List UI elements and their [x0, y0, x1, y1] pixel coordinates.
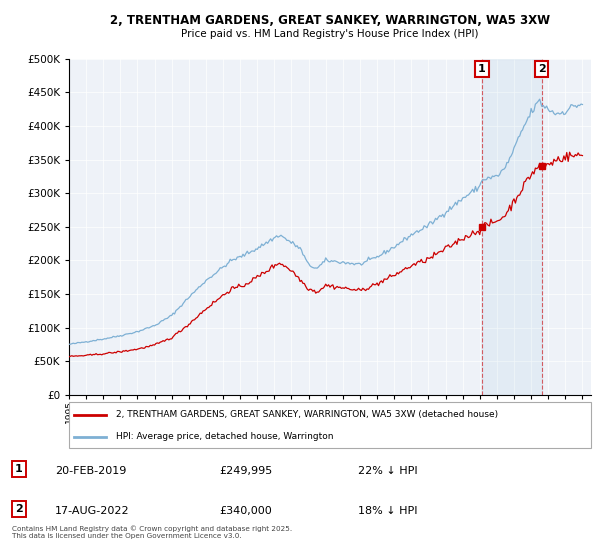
- Bar: [482, 59, 542, 395]
- Text: 17-AUG-2022: 17-AUG-2022: [55, 506, 130, 516]
- Text: 1: 1: [478, 64, 486, 74]
- Text: 20-FEB-2019: 20-FEB-2019: [55, 466, 127, 476]
- Text: 1: 1: [15, 464, 23, 474]
- Text: £249,995: £249,995: [220, 466, 272, 476]
- Text: £340,000: £340,000: [220, 506, 272, 516]
- Text: Contains HM Land Registry data © Crown copyright and database right 2025.
This d: Contains HM Land Registry data © Crown c…: [12, 525, 292, 539]
- Text: 2, TRENTHAM GARDENS, GREAT SANKEY, WARRINGTON, WA5 3XW (detached house): 2, TRENTHAM GARDENS, GREAT SANKEY, WARRI…: [116, 410, 498, 419]
- Text: 22% ↓ HPI: 22% ↓ HPI: [358, 466, 417, 476]
- Text: 2: 2: [15, 504, 23, 514]
- Text: Price paid vs. HM Land Registry's House Price Index (HPI): Price paid vs. HM Land Registry's House …: [181, 29, 479, 39]
- Text: HPI: Average price, detached house, Warrington: HPI: Average price, detached house, Warr…: [116, 432, 334, 441]
- Text: 2, TRENTHAM GARDENS, GREAT SANKEY, WARRINGTON, WA5 3XW: 2, TRENTHAM GARDENS, GREAT SANKEY, WARRI…: [110, 14, 550, 27]
- Text: 18% ↓ HPI: 18% ↓ HPI: [358, 506, 417, 516]
- Text: 2: 2: [538, 64, 545, 74]
